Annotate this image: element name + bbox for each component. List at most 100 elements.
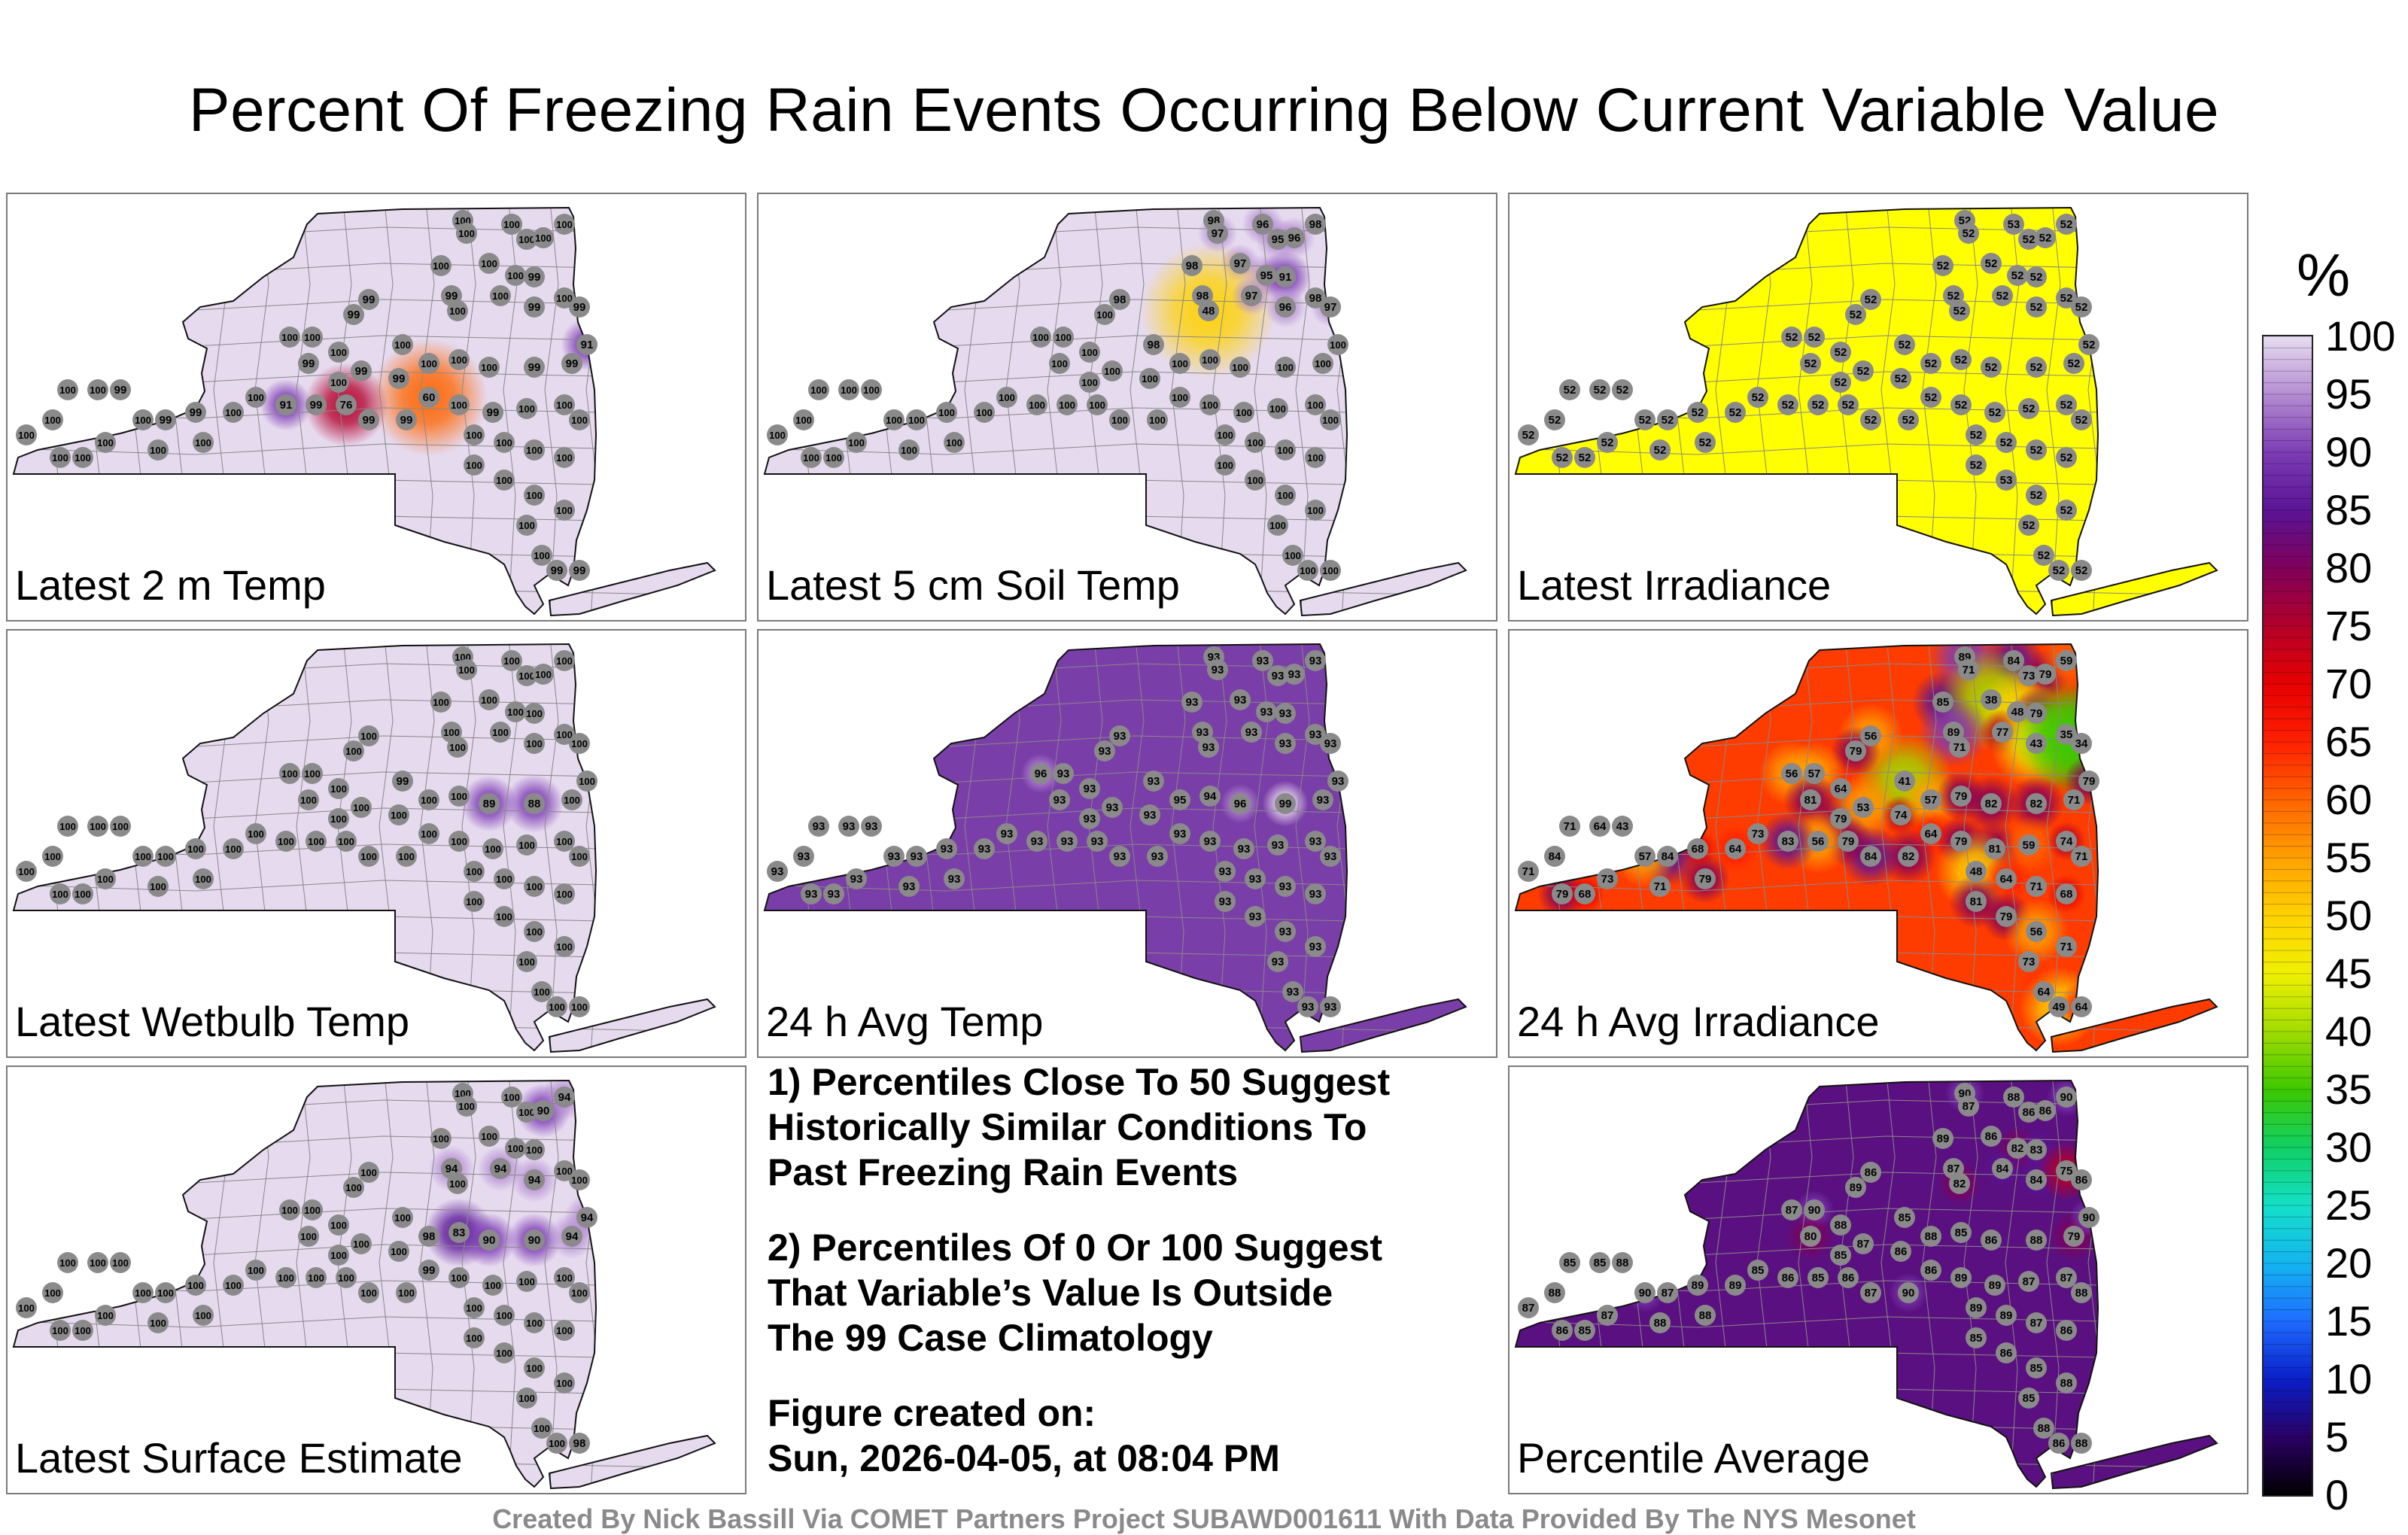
station-dot	[2056, 1087, 2077, 1108]
station-marker: 88	[1612, 1252, 1633, 1273]
station-value: 100	[398, 1287, 415, 1299]
station-dot	[524, 1357, 545, 1378]
station-marker: 52	[1634, 409, 1655, 430]
station-marker: 100	[524, 733, 545, 754]
station-value: 89	[1947, 726, 1960, 739]
station-dot	[1169, 789, 1190, 810]
station-dot	[2071, 846, 2092, 867]
station-marker: 100	[95, 432, 116, 453]
county-line	[1516, 515, 2217, 527]
station-marker: 100	[1275, 357, 1296, 378]
station-marker: 52	[1860, 409, 1881, 430]
station-value: 86	[2053, 1437, 2066, 1450]
station-marker: 82	[1981, 793, 2002, 814]
colorbar-tick: 85	[2325, 486, 2373, 533]
station-value: 100	[1172, 358, 1188, 369]
station-dot	[576, 334, 597, 355]
station-marker: 100	[388, 1241, 409, 1262]
station-marker: 95	[1256, 265, 1277, 286]
station-dot	[1305, 214, 1326, 235]
station-marker: 100	[516, 951, 537, 972]
station-value: 100	[225, 843, 242, 855]
station-marker: 90	[524, 1230, 545, 1251]
station-marker: 93	[996, 823, 1017, 844]
station-dot	[1981, 253, 2002, 274]
station-value: 52	[1692, 406, 1704, 419]
colorbar-unit: %	[2297, 242, 2351, 309]
station-value: 93	[1279, 707, 1292, 720]
station-value: 52	[1925, 391, 1938, 404]
station-value: 100	[345, 746, 362, 757]
station-dot	[494, 906, 515, 927]
station-marker: 79	[1950, 831, 1972, 852]
station-marker: 97	[1230, 253, 1251, 274]
station-value: 93	[1257, 655, 1269, 667]
station-marker: 93	[1169, 823, 1190, 844]
station-marker: 52	[1992, 285, 2013, 306]
station-marker: 88	[1544, 1282, 1565, 1303]
station-value: 100	[795, 415, 812, 426]
colorbar-tick: 80	[2325, 544, 2373, 591]
station-dot	[1297, 560, 1318, 581]
station-dot	[1256, 701, 1277, 722]
county-line	[2005, 208, 2020, 616]
station-marker: 98	[1181, 255, 1202, 276]
station-value: 100	[1217, 430, 1233, 441]
station-dot	[1860, 1282, 1881, 1303]
station-dot	[2048, 996, 2069, 1017]
station-marker: 93	[1087, 831, 1108, 852]
station-value: 100	[225, 407, 242, 418]
station-marker: 71	[1559, 816, 1580, 837]
station-marker: 93	[1275, 921, 1296, 942]
station-dot	[1949, 737, 1970, 758]
station-value: 100	[353, 1239, 369, 1250]
station-marker: 52	[1838, 394, 1859, 415]
station-value: 100	[90, 1257, 106, 1269]
station-value: 100	[481, 695, 497, 706]
station-value: 100	[496, 1348, 512, 1359]
station-marker: 52	[1804, 327, 1825, 348]
station-value: 88	[1699, 1309, 1712, 1322]
station-marker: 100	[447, 300, 468, 321]
station-dot	[808, 379, 829, 400]
station-marker: 52	[2078, 334, 2099, 355]
station-value: 89	[1955, 1272, 1968, 1284]
station-dot	[2035, 1100, 2056, 1121]
station-value: 100	[338, 1272, 354, 1284]
station-value: 100	[1285, 550, 1301, 561]
station-dot	[1898, 409, 1919, 430]
station-value: 68	[1692, 843, 1704, 856]
station-marker: 100	[193, 868, 214, 889]
station-dot	[1275, 296, 1296, 318]
station-marker: 84	[1860, 846, 1881, 867]
station-marker: 52	[1589, 379, 1610, 400]
station-marker: 100	[1147, 409, 1168, 430]
station-marker: 87	[1518, 1297, 1539, 1318]
station-marker: 76	[336, 394, 357, 415]
station-marker: 100	[464, 891, 485, 912]
station-marker: 100	[1030, 327, 1051, 348]
station-marker: 52	[1597, 432, 1618, 453]
station-marker: 59	[2018, 834, 2039, 856]
station-marker: 93	[846, 868, 867, 889]
station-marker: 99	[306, 394, 327, 415]
station-value: 100	[391, 810, 407, 821]
station-value: 52	[2060, 451, 2073, 464]
station-dot	[1853, 360, 1874, 381]
station-dot	[524, 485, 545, 506]
station-value: 100	[1172, 392, 1188, 403]
station-dot	[1102, 797, 1123, 818]
station-dot	[524, 921, 545, 942]
station-dot	[1932, 1128, 1953, 1149]
station-marker: 100	[1139, 368, 1160, 389]
station-value: 90	[1808, 1204, 1821, 1217]
station-dot	[2026, 1357, 2047, 1378]
station-dot	[1241, 722, 1262, 743]
station-dot	[996, 823, 1017, 844]
station-marker: 100	[448, 394, 470, 415]
station-dot	[1030, 763, 1051, 784]
station-value: 82	[1985, 798, 1998, 810]
station-marker: 91	[1275, 266, 1296, 287]
station-marker: 93	[1256, 701, 1277, 722]
